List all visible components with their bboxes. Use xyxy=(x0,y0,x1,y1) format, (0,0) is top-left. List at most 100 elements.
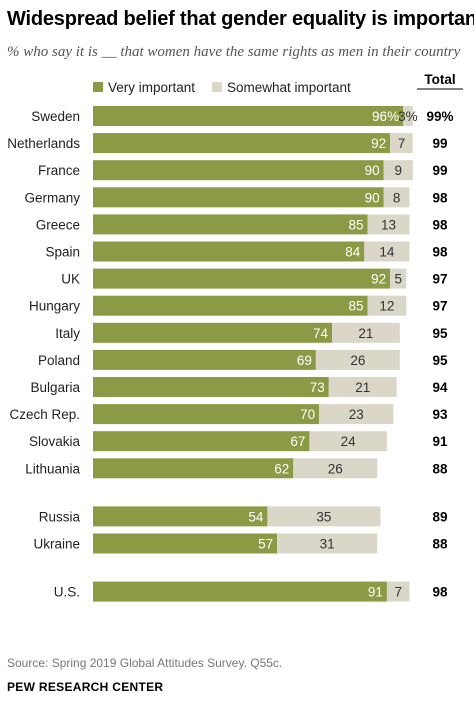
value-label-very: 84 xyxy=(345,245,361,260)
bar-somewhat-important xyxy=(319,404,394,425)
value-label-somewhat: 24 xyxy=(341,434,357,449)
bar-very-important xyxy=(93,133,391,154)
source-note: Source: Spring 2019 Global Attitudes Sur… xyxy=(7,656,283,670)
bar-very-important xyxy=(93,349,316,370)
category-label: Bulgaria xyxy=(30,380,80,395)
value-label-somewhat: 8 xyxy=(393,190,401,205)
bar-somewhat-important xyxy=(390,133,413,154)
value-label-very: 57 xyxy=(258,537,273,552)
bar-very-important xyxy=(93,241,365,262)
category-label: Netherlands xyxy=(7,136,80,151)
category-label: Sweden xyxy=(31,109,80,124)
bar-somewhat-important xyxy=(383,187,410,208)
category-label: UK xyxy=(61,272,80,287)
value-label-somewhat: 9 xyxy=(394,163,402,178)
bar-very-important xyxy=(93,506,268,527)
bar-somewhat-important xyxy=(293,458,378,479)
value-label-very: 92 xyxy=(371,272,386,287)
total-value: 98 xyxy=(432,190,448,205)
value-label-very: 96% xyxy=(372,109,399,124)
bar-very-important xyxy=(93,581,387,602)
value-label-somewhat: 7 xyxy=(398,136,406,151)
bar-very-important xyxy=(93,187,384,208)
bar-somewhat-important xyxy=(364,241,410,262)
category-label: Russia xyxy=(39,509,81,524)
bar-somewhat-important xyxy=(309,431,387,452)
total-header: Total xyxy=(424,72,455,87)
value-label-somewhat: 35 xyxy=(316,509,331,524)
category-label: Poland xyxy=(38,353,80,368)
bar-very-important xyxy=(93,533,278,554)
value-label-very: 54 xyxy=(248,509,264,524)
value-label-somewhat: 21 xyxy=(355,380,370,395)
bar-very-important xyxy=(93,322,333,343)
bar-somewhat-important xyxy=(383,160,413,181)
value-label-very: 73 xyxy=(310,380,325,395)
chart-subtitle: % who say it is __ that women have the s… xyxy=(7,44,461,60)
category-label: France xyxy=(38,163,80,178)
bar-somewhat-important xyxy=(267,506,381,527)
total-value: 98 xyxy=(432,217,448,232)
organization-name: PEW RESEARCH CENTER xyxy=(7,680,164,694)
chart-title: Widespread belief that gender equality i… xyxy=(7,8,474,30)
category-label: Italy xyxy=(55,326,80,341)
category-label: Hungary xyxy=(29,299,80,314)
value-label-somewhat: 26 xyxy=(350,353,365,368)
bar-very-important xyxy=(93,106,404,126)
bar-very-important xyxy=(93,458,294,479)
value-label-somewhat: 12 xyxy=(379,299,394,314)
category-label: Lithuania xyxy=(25,461,80,476)
bar-somewhat-important xyxy=(386,581,410,602)
total-value: 99 xyxy=(432,163,447,178)
value-label-very: 85 xyxy=(349,299,364,314)
value-label-very: 92 xyxy=(371,136,386,151)
bar-somewhat-important xyxy=(367,295,407,316)
legend-label-very: Very important xyxy=(108,80,195,95)
bar-very-important xyxy=(93,377,329,397)
bar-very-important xyxy=(93,268,391,289)
total-value: 94 xyxy=(432,380,448,395)
total-value: 97 xyxy=(432,299,447,314)
bar-very-important xyxy=(93,404,320,425)
value-label-very: 90 xyxy=(365,163,380,178)
bar-somewhat-important xyxy=(328,377,397,397)
total-value: 95 xyxy=(432,326,448,341)
value-label-somewhat: 26 xyxy=(328,461,343,476)
value-label-somewhat: 3% xyxy=(398,109,418,124)
value-label-very: 91 xyxy=(368,585,383,600)
category-label: Germany xyxy=(24,190,80,205)
value-label-somewhat: 5 xyxy=(394,272,402,287)
total-value: 95 xyxy=(432,353,448,368)
total-value: 99% xyxy=(426,109,453,124)
value-label-somewhat: 23 xyxy=(349,407,364,422)
bar-somewhat-important xyxy=(367,214,410,235)
category-label: Spain xyxy=(45,245,80,260)
value-label-somewhat: 31 xyxy=(320,537,335,552)
value-label-very: 85 xyxy=(349,217,364,232)
bar-somewhat-important xyxy=(332,322,400,343)
bar-very-important xyxy=(93,431,310,452)
legend-label-somewhat: Somewhat important xyxy=(227,80,351,95)
total-value: 98 xyxy=(432,585,448,600)
bar-very-important xyxy=(93,214,368,235)
total-value: 89 xyxy=(432,509,447,524)
value-label-very: 69 xyxy=(297,353,312,368)
value-label-very: 70 xyxy=(300,407,315,422)
bar-somewhat-important xyxy=(277,533,378,554)
category-label: U.S. xyxy=(54,585,80,600)
value-label-somewhat: 21 xyxy=(358,326,373,341)
bar-somewhat-important xyxy=(403,106,413,126)
category-label: Ukraine xyxy=(33,537,80,552)
value-label-very: 90 xyxy=(365,190,380,205)
total-value: 97 xyxy=(432,272,447,287)
value-label-very: 74 xyxy=(313,326,329,341)
bar-very-important xyxy=(93,160,384,181)
legend-swatch-somewhat xyxy=(212,82,222,92)
value-label-somewhat: 13 xyxy=(381,217,396,232)
value-label-somewhat: 14 xyxy=(379,245,395,260)
value-label-very: 62 xyxy=(274,461,289,476)
value-label-somewhat: 7 xyxy=(394,585,402,600)
total-value: 93 xyxy=(432,407,448,422)
